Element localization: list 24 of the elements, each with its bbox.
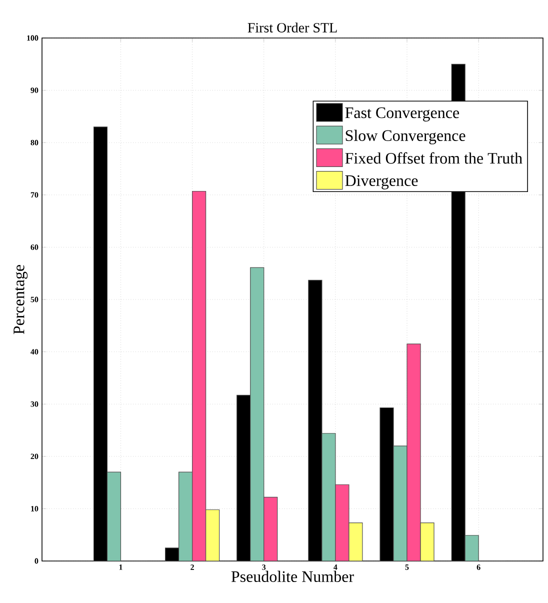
legend-label: Fast Convergence (345, 107, 460, 122)
y-tick-label: 30 (30, 401, 38, 407)
x-axis-title: Pseudolite Number (231, 570, 354, 582)
x-tick-label: 5 (405, 564, 409, 570)
x-tick-label: 6 (476, 564, 480, 570)
y-tick-label: 50 (30, 296, 38, 302)
y-tick-label: 40 (30, 349, 38, 354)
legend-label: Fixed Offset from the Truth (345, 152, 522, 164)
x-tick-label: 2 (190, 564, 194, 570)
y-tick-label: 90 (30, 88, 38, 93)
x-tick-label: 4 (334, 564, 338, 570)
y-tick-label: 80 (30, 140, 38, 146)
chart-title: First Order STL (248, 22, 337, 32)
x-tick-label: 1 (119, 564, 122, 570)
x-tick-label: 3 (262, 564, 266, 570)
y-tick-label: 100 (27, 35, 38, 41)
legend-label: Divergence (345, 175, 418, 190)
y-tick-label: 70 (30, 192, 38, 198)
legend-label: Slow Convergence (346, 130, 466, 144)
y-tick-label: 10 (31, 506, 38, 512)
y-tick-label: 20 (30, 454, 38, 460)
y-tick-label: 60 (30, 244, 38, 250)
y-axis-title: Percentage (14, 264, 28, 334)
y-tick-label: 0 (34, 558, 38, 564)
